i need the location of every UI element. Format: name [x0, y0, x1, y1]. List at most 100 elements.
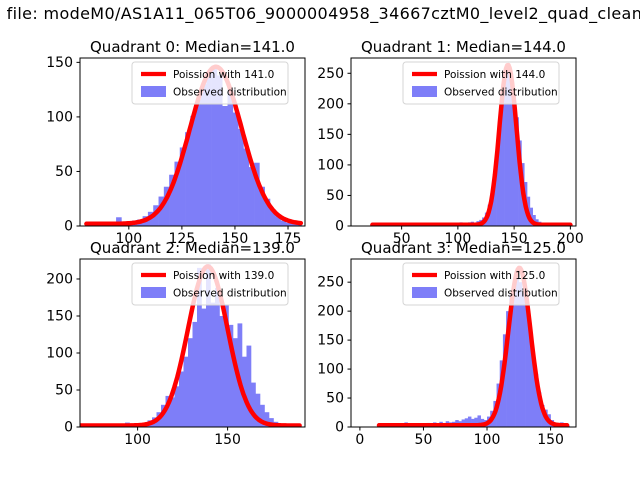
legend-label-poisson: Poission with 139.0 [173, 270, 274, 282]
histogram-bar [496, 149, 500, 226]
y-tick-label: 100 [46, 345, 73, 361]
histogram-bar [464, 418, 469, 427]
histogram-bar [174, 161, 181, 226]
x-tick-label: 200 [557, 231, 584, 247]
y-tick-label: 100 [46, 109, 73, 125]
legend-box [131, 61, 289, 105]
histogram-bar [255, 393, 261, 427]
x-tick-label: 100 [445, 231, 472, 247]
histogram-bar [534, 373, 539, 427]
legend-box [402, 262, 560, 306]
legend-label-poisson: Poission with 144.0 [444, 69, 545, 81]
x-tick-label: 150 [222, 231, 249, 247]
histogram-bar [471, 418, 475, 427]
poisson-fit-curve [84, 64, 304, 226]
histogram-bar [490, 192, 494, 226]
histogram-bar [285, 222, 292, 226]
histogram-bar [233, 338, 238, 427]
y-tick-label: 50 [55, 164, 73, 180]
y-tick-label: 200 [317, 304, 344, 320]
x-tick-label: 100 [124, 432, 151, 448]
axes-border [350, 57, 577, 227]
legend: Poission with 125.0 Observed distribution [402, 262, 560, 306]
poisson-fit-curve [370, 62, 573, 226]
histogram-bar [185, 132, 191, 226]
axis-ticks [76, 61, 289, 230]
legend-label-observed: Observed distribution [444, 288, 558, 300]
histogram-bar [222, 106, 228, 226]
histogram-bar [169, 174, 175, 226]
histogram-bar [264, 412, 270, 427]
histogram-bar [264, 198, 271, 226]
y-tick-label: 50 [55, 382, 73, 398]
histogram-bar [506, 311, 510, 427]
x-tick-label: 100 [474, 432, 501, 448]
histogram-bar [518, 282, 523, 427]
histogram-bar [529, 207, 533, 226]
histogram-bar [260, 404, 265, 427]
histogram-bar [525, 308, 529, 427]
histogram-bar [512, 283, 516, 427]
poisson-fit-curve [376, 265, 570, 427]
histogram-bar [541, 404, 545, 427]
y-tick-label: 0 [335, 420, 344, 436]
histogram-bar [501, 94, 505, 226]
y-tick-label: 200 [46, 271, 73, 287]
subplot-title: Quadrant 3: Median=125.0 [361, 239, 566, 257]
legend-patch-sample [412, 86, 437, 97]
histogram-bar [170, 397, 175, 427]
legend-label-poisson: Poission with 141.0 [173, 69, 274, 81]
histogram-bar [158, 196, 165, 226]
histogram-bar [515, 117, 519, 226]
x-tick-label: 50 [393, 231, 411, 247]
axis-tick-labels: 0 50 100 150 0 50 100 150 200 250 [317, 275, 564, 448]
histogram-bar [183, 356, 189, 427]
histogram-bar [467, 416, 472, 427]
axis-tick-labels: 100 150 0 50 100 150 200 [46, 271, 241, 448]
subplot-title: Quadrant 1: Median=144.0 [361, 38, 566, 56]
histogram-bar [206, 72, 212, 226]
histogram-bar [296, 224, 303, 226]
histogram-bar [163, 186, 170, 226]
histogram-bar [528, 328, 532, 427]
histogram-bar [246, 345, 252, 427]
subplot-title: Quadrant 2: Median=139.0 [90, 239, 295, 257]
histogram-bar [215, 287, 220, 427]
histogram-bar [474, 417, 478, 427]
legend-label-poisson: Poission with 125.0 [444, 270, 545, 282]
histogram-bar [238, 128, 244, 226]
histogram-bar [269, 209, 276, 226]
y-tick-label: 50 [326, 188, 344, 204]
histogram-bar [507, 67, 511, 226]
histogram-bar [531, 351, 535, 427]
y-tick-label: 150 [317, 127, 344, 143]
histogram-bar [195, 99, 202, 226]
legend-label-observed: Observed distribution [173, 288, 287, 300]
y-tick-label: 50 [326, 391, 344, 407]
legend-patch-sample [412, 287, 437, 298]
histogram-bar [502, 334, 507, 427]
histogram-bar [227, 88, 234, 226]
histogram-bar [190, 115, 196, 226]
histogram-bar [509, 293, 513, 427]
histogram-bar [513, 94, 517, 226]
legend-patch-sample [141, 287, 166, 298]
x-tick-label: 125 [169, 231, 196, 247]
histogram-bar [206, 264, 211, 427]
x-tick-label: 150 [214, 432, 241, 448]
y-tick-label: 150 [317, 333, 344, 349]
legend: Poission with 139.0 Observed distribution [131, 262, 289, 306]
axis-tick-labels: 50 100 150 200 0 50 100 150 200 250 [317, 66, 583, 247]
histogram-bar [210, 302, 216, 427]
axis-ticks [347, 72, 571, 230]
histogram-bar [197, 267, 202, 427]
histogram-bar [275, 216, 281, 226]
y-tick-label: 150 [46, 55, 73, 71]
y-tick-label: 0 [64, 219, 73, 235]
x-tick-label: 150 [537, 432, 564, 448]
histogram-bar [232, 112, 239, 226]
histogram-bar [280, 220, 287, 226]
legend-box [131, 262, 289, 306]
histogram-bar [493, 174, 497, 226]
